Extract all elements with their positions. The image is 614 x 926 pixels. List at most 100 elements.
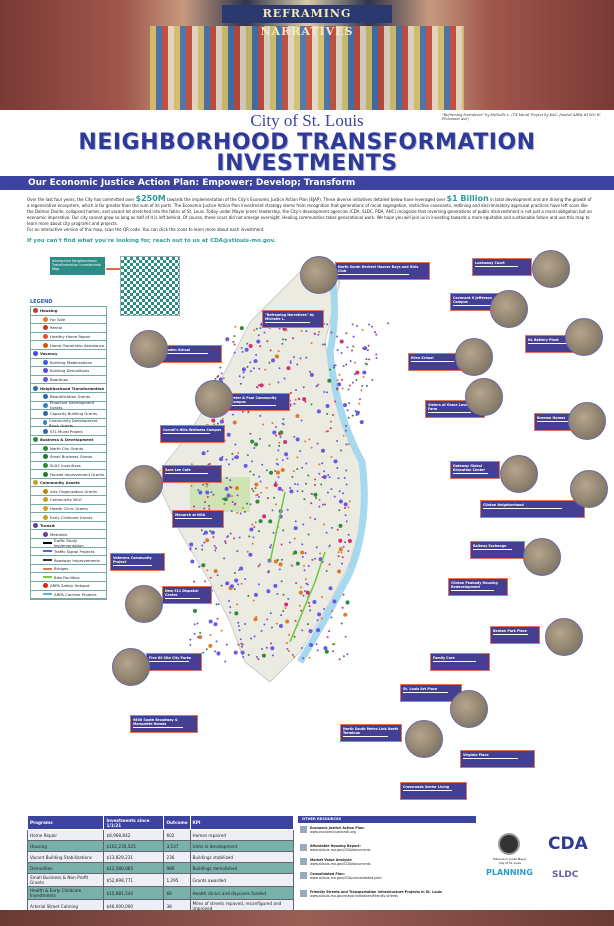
investment-marker[interactable] [276,559,279,562]
investment-marker[interactable] [283,377,286,380]
investment-marker[interactable] [241,506,244,509]
investment-marker[interactable] [332,413,335,416]
investment-marker[interactable] [228,463,231,466]
investment-marker[interactable] [232,413,235,416]
investment-marker[interactable] [311,558,314,561]
investment-marker[interactable] [308,656,311,659]
investment-marker[interactable] [280,543,283,546]
investment-marker[interactable] [316,442,319,445]
investment-marker[interactable] [277,350,280,353]
qr-code[interactable] [120,256,180,316]
investment-marker[interactable] [257,658,260,661]
investment-marker[interactable] [288,541,291,544]
project-callout[interactable]: Benton Park Place [490,626,540,644]
investment-marker[interactable] [355,413,358,416]
investment-marker[interactable] [278,568,281,571]
investment-marker[interactable] [247,594,250,597]
investment-marker[interactable] [249,361,252,364]
investment-marker[interactable] [302,523,305,526]
investment-marker[interactable] [293,635,296,638]
investment-marker[interactable] [216,651,221,656]
investment-marker[interactable] [355,410,360,415]
investment-marker[interactable] [300,646,303,649]
investment-marker[interactable] [300,330,303,333]
investment-marker[interactable] [234,578,239,583]
investment-marker[interactable] [362,376,365,379]
investment-marker[interactable] [222,377,225,380]
project-callout[interactable]: Crossroads Senior Living [400,782,467,800]
investment-marker[interactable] [316,384,319,387]
investment-marker[interactable] [222,498,225,501]
investment-marker[interactable] [302,386,305,389]
investment-marker[interactable] [314,557,317,560]
investment-marker[interactable] [346,409,349,412]
contact-line[interactable]: If you can't find what you're looking fo… [27,238,276,244]
investment-marker[interactable] [286,366,291,371]
investment-marker[interactable] [319,552,322,555]
investment-marker[interactable] [219,457,224,462]
investment-marker[interactable] [234,455,239,460]
resource-item[interactable]: Friendly Streets and Transportation Infr… [300,890,442,898]
resource-link[interactable]: www.stlouis-mo.gov/CDA/documents [310,848,371,852]
investment-marker[interactable] [299,450,302,453]
investment-marker[interactable] [250,439,255,444]
investment-marker[interactable] [225,581,230,586]
investment-marker[interactable] [293,537,296,540]
investment-marker[interactable] [216,375,219,378]
investment-marker[interactable] [253,526,256,529]
investment-marker[interactable] [229,606,232,609]
investment-marker[interactable] [326,412,329,415]
investment-marker[interactable] [212,493,215,496]
investment-marker[interactable] [209,576,212,579]
investment-marker[interactable] [277,476,280,479]
investment-marker[interactable] [301,543,304,546]
project-callout[interactable]: Veterans Community Project [110,553,165,571]
investment-marker[interactable] [198,565,201,568]
investment-marker[interactable] [208,504,211,507]
investment-marker[interactable] [355,379,358,382]
investment-marker[interactable] [259,327,262,330]
investment-marker[interactable] [338,547,343,552]
investment-marker[interactable] [234,325,237,328]
investment-marker[interactable] [246,550,249,553]
investment-marker[interactable] [253,329,256,332]
investment-marker[interactable] [203,507,206,510]
investment-marker[interactable] [365,358,368,361]
investment-marker[interactable] [238,375,241,378]
investment-marker[interactable] [361,328,364,331]
investment-marker[interactable] [277,486,282,491]
investment-marker[interactable] [236,511,239,514]
investment-marker[interactable] [238,536,241,539]
investment-marker[interactable] [233,571,236,574]
investment-marker[interactable] [192,505,195,508]
investment-marker[interactable] [241,350,244,353]
investment-marker[interactable] [316,409,321,414]
investment-marker[interactable] [248,535,251,538]
project-callout[interactable]: Baden School [162,345,222,363]
investment-marker[interactable] [229,611,232,614]
investment-marker[interactable] [347,538,352,543]
investment-marker[interactable] [257,334,260,337]
investment-marker[interactable] [229,532,232,535]
investment-marker[interactable] [348,384,351,387]
investment-marker[interactable] [223,502,226,505]
investment-marker[interactable] [318,498,321,501]
investment-marker[interactable] [240,346,243,349]
investment-marker[interactable] [210,530,215,535]
investment-marker[interactable] [305,482,308,485]
investment-marker[interactable] [271,509,274,512]
investment-marker[interactable] [322,523,325,526]
investment-marker[interactable] [323,343,326,346]
investment-marker[interactable] [356,324,359,327]
investment-marker[interactable] [268,361,271,364]
investment-marker[interactable] [206,569,209,572]
investment-marker[interactable] [300,419,303,422]
investment-marker[interactable] [206,450,209,453]
investment-marker[interactable] [259,414,262,417]
investment-marker[interactable] [217,603,220,606]
investment-marker[interactable] [246,502,249,505]
project-callout[interactable]: Railway Exchange [470,541,525,559]
investment-marker[interactable] [338,509,341,512]
investment-marker[interactable] [361,384,364,387]
project-callout[interactable]: Clinton Neighborhood [480,500,585,518]
